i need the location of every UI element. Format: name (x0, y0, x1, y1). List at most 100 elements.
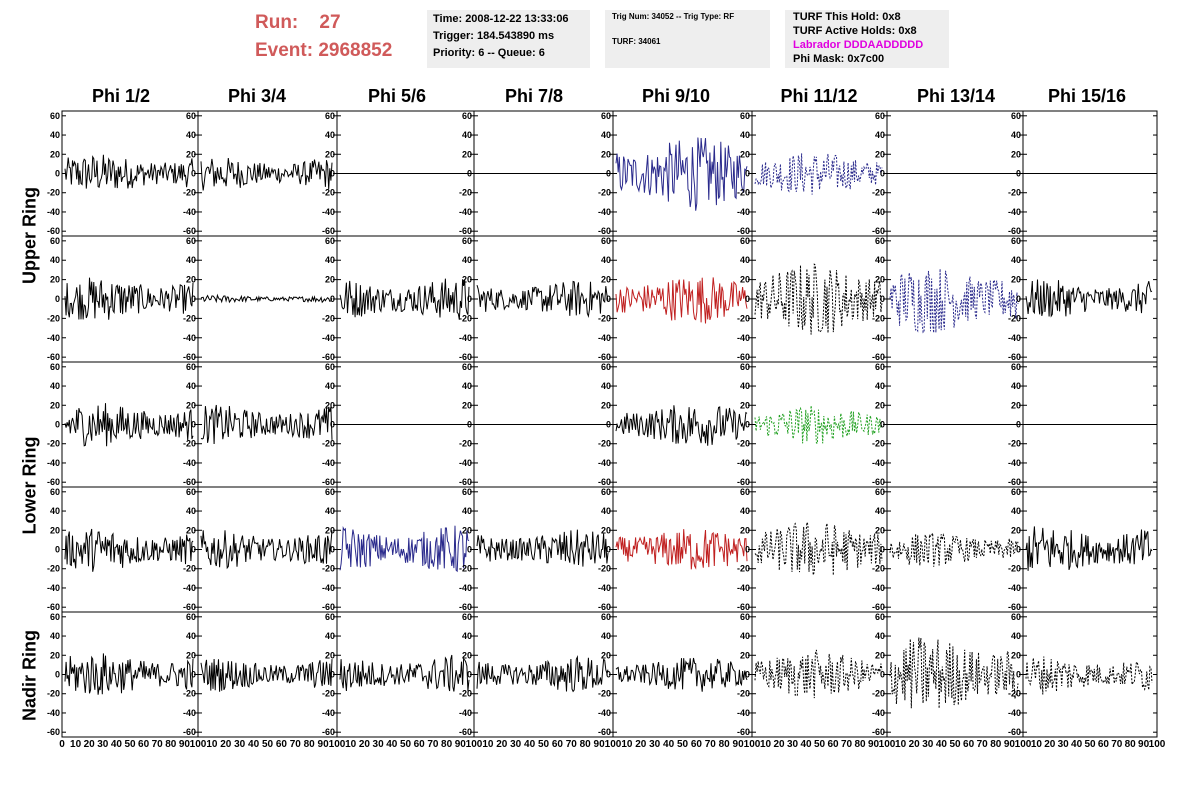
y-tick-label: 20 (50, 650, 60, 660)
y-tick-label: 20 (186, 275, 196, 285)
y-tick-label: -20 (1008, 439, 1021, 449)
y-tick-label: -20 (183, 564, 196, 574)
waveform-trace (339, 654, 470, 692)
x-tick-label: 80 (1125, 739, 1137, 750)
waveform-trace (339, 278, 470, 320)
y-tick-label: -20 (598, 313, 611, 323)
x-tick-label: 100 (744, 739, 761, 750)
y-tick-label: -60 (459, 352, 472, 362)
y-tick-label: -20 (1008, 188, 1021, 198)
y-tick-label: -60 (459, 226, 472, 236)
y-tick-label: -20 (872, 689, 885, 699)
x-tick-label: 90 (179, 739, 191, 750)
turf-active-holds-text: TURF Active Holds: 0x8 (793, 25, 917, 37)
y-tick-label: 20 (875, 400, 885, 410)
y-tick-label: -40 (183, 583, 196, 593)
y-tick-label: 60 (462, 612, 472, 622)
x-tick-label: 70 (152, 739, 164, 750)
waveform-panel: 60 40 20 0 -20 -40 -60 (598, 361, 753, 488)
waveform-panel: 60 40 20 0 -20 -40 -60 (1008, 361, 1158, 488)
y-tick-label: -60 (322, 727, 335, 737)
x-tick-label: 30 (373, 739, 385, 750)
y-tick-label: 40 (325, 255, 335, 265)
y-tick-label: -60 (737, 226, 750, 236)
x-tick-label: 60 (552, 739, 564, 750)
waveform-panel: 60 40 20 0 -20 -40 -60 (322, 486, 475, 613)
y-tick-label: 20 (50, 275, 60, 285)
y-tick-label: 40 (462, 631, 472, 641)
y-tick-label: -40 (47, 458, 60, 468)
y-tick-label: 0 (745, 545, 750, 555)
y-tick-label: 20 (601, 149, 611, 159)
y-tick-label: -60 (598, 226, 611, 236)
x-tick-label: 30 (234, 739, 246, 750)
y-tick-label: 60 (186, 487, 196, 497)
y-tick-label: -40 (872, 207, 885, 217)
y-tick-label: 0 (745, 420, 750, 430)
waveform-panel: 60 40 20 0 -20 -40 -60 (1008, 110, 1158, 237)
y-tick-label: 40 (875, 255, 885, 265)
waveform-panel: 60 40 20 0 -20 -40 -60 (598, 235, 753, 363)
y-tick-label: -40 (47, 583, 60, 593)
waveform-trace (64, 154, 194, 189)
y-tick-label: -60 (737, 352, 750, 362)
y-tick-label: -20 (737, 439, 750, 449)
x-tick-label: 80 (304, 739, 316, 750)
waveform-trace (615, 405, 748, 446)
y-tick-label: -20 (47, 564, 60, 574)
y-tick-label: 0 (467, 545, 472, 555)
panel-frame (612, 361, 753, 488)
y-tick-label: 20 (186, 650, 196, 660)
y-tick-label: 40 (50, 506, 60, 516)
y-tick-label: 20 (1011, 149, 1021, 159)
y-tick-label: -20 (598, 564, 611, 574)
waveform-trace (615, 657, 748, 692)
x-tick-label: 60 (691, 739, 703, 750)
y-tick-label: -20 (322, 564, 335, 574)
y-tick-label: 0 (745, 294, 750, 304)
waveform-trace (1025, 526, 1153, 571)
y-tick-label: 0 (55, 545, 60, 555)
x-tick-label: 50 (814, 739, 826, 750)
y-tick-label: -20 (459, 188, 472, 198)
x-tick-label: 90 (318, 739, 330, 750)
x-tick-label: 40 (386, 739, 398, 750)
waveform-panel: 60 40 20 0 -20 -40 -60 (737, 486, 888, 613)
trigger-text: Trigger: 184.543890 ms (433, 30, 555, 42)
y-tick-label: 40 (186, 631, 196, 641)
y-tick-label: 20 (186, 149, 196, 159)
y-tick-label: -20 (47, 689, 60, 699)
x-tick-label: 30 (649, 739, 661, 750)
y-tick-label: -60 (322, 352, 335, 362)
y-tick-label: 0 (1016, 670, 1021, 680)
y-tick-label: -20 (1008, 313, 1021, 323)
y-tick-label: -60 (322, 226, 335, 236)
waveform-panel: 60 40 20 0 -20 -40 -60 (1008, 235, 1158, 363)
x-tick-label: 90 (594, 739, 606, 750)
waveform-panel: 60 40 20 0 -20 -40 -60 (459, 486, 614, 613)
y-tick-label: 0 (606, 545, 611, 555)
waveform-trace (200, 658, 333, 692)
y-tick-label: -60 (872, 352, 885, 362)
y-tick-label: 20 (875, 525, 885, 535)
y-tick-label: -20 (459, 439, 472, 449)
x-tick-label: 90 (1004, 739, 1016, 750)
y-tick-label: -40 (459, 708, 472, 718)
y-tick-label: 40 (1011, 255, 1021, 265)
y-tick-label: 60 (325, 111, 335, 121)
y-tick-label: 40 (740, 130, 750, 140)
y-tick-label: 0 (467, 420, 472, 430)
y-tick-label: 40 (186, 255, 196, 265)
waveform-panel: 60 40 20 0 -20 -40 -60 (459, 110, 614, 237)
y-tick-label: -60 (872, 602, 885, 612)
panel-frame (886, 486, 1024, 613)
y-tick-label: -60 (183, 727, 196, 737)
y-tick-label: 20 (601, 650, 611, 660)
y-tick-label: 0 (880, 420, 885, 430)
x-tick-label: 100 (605, 739, 622, 750)
y-tick-label: 60 (325, 612, 335, 622)
x-tick-label: 90 (455, 739, 467, 750)
x-tick-label: 100 (879, 739, 896, 750)
y-tick-label: 40 (325, 631, 335, 641)
x-tick-label: 40 (1071, 739, 1083, 750)
